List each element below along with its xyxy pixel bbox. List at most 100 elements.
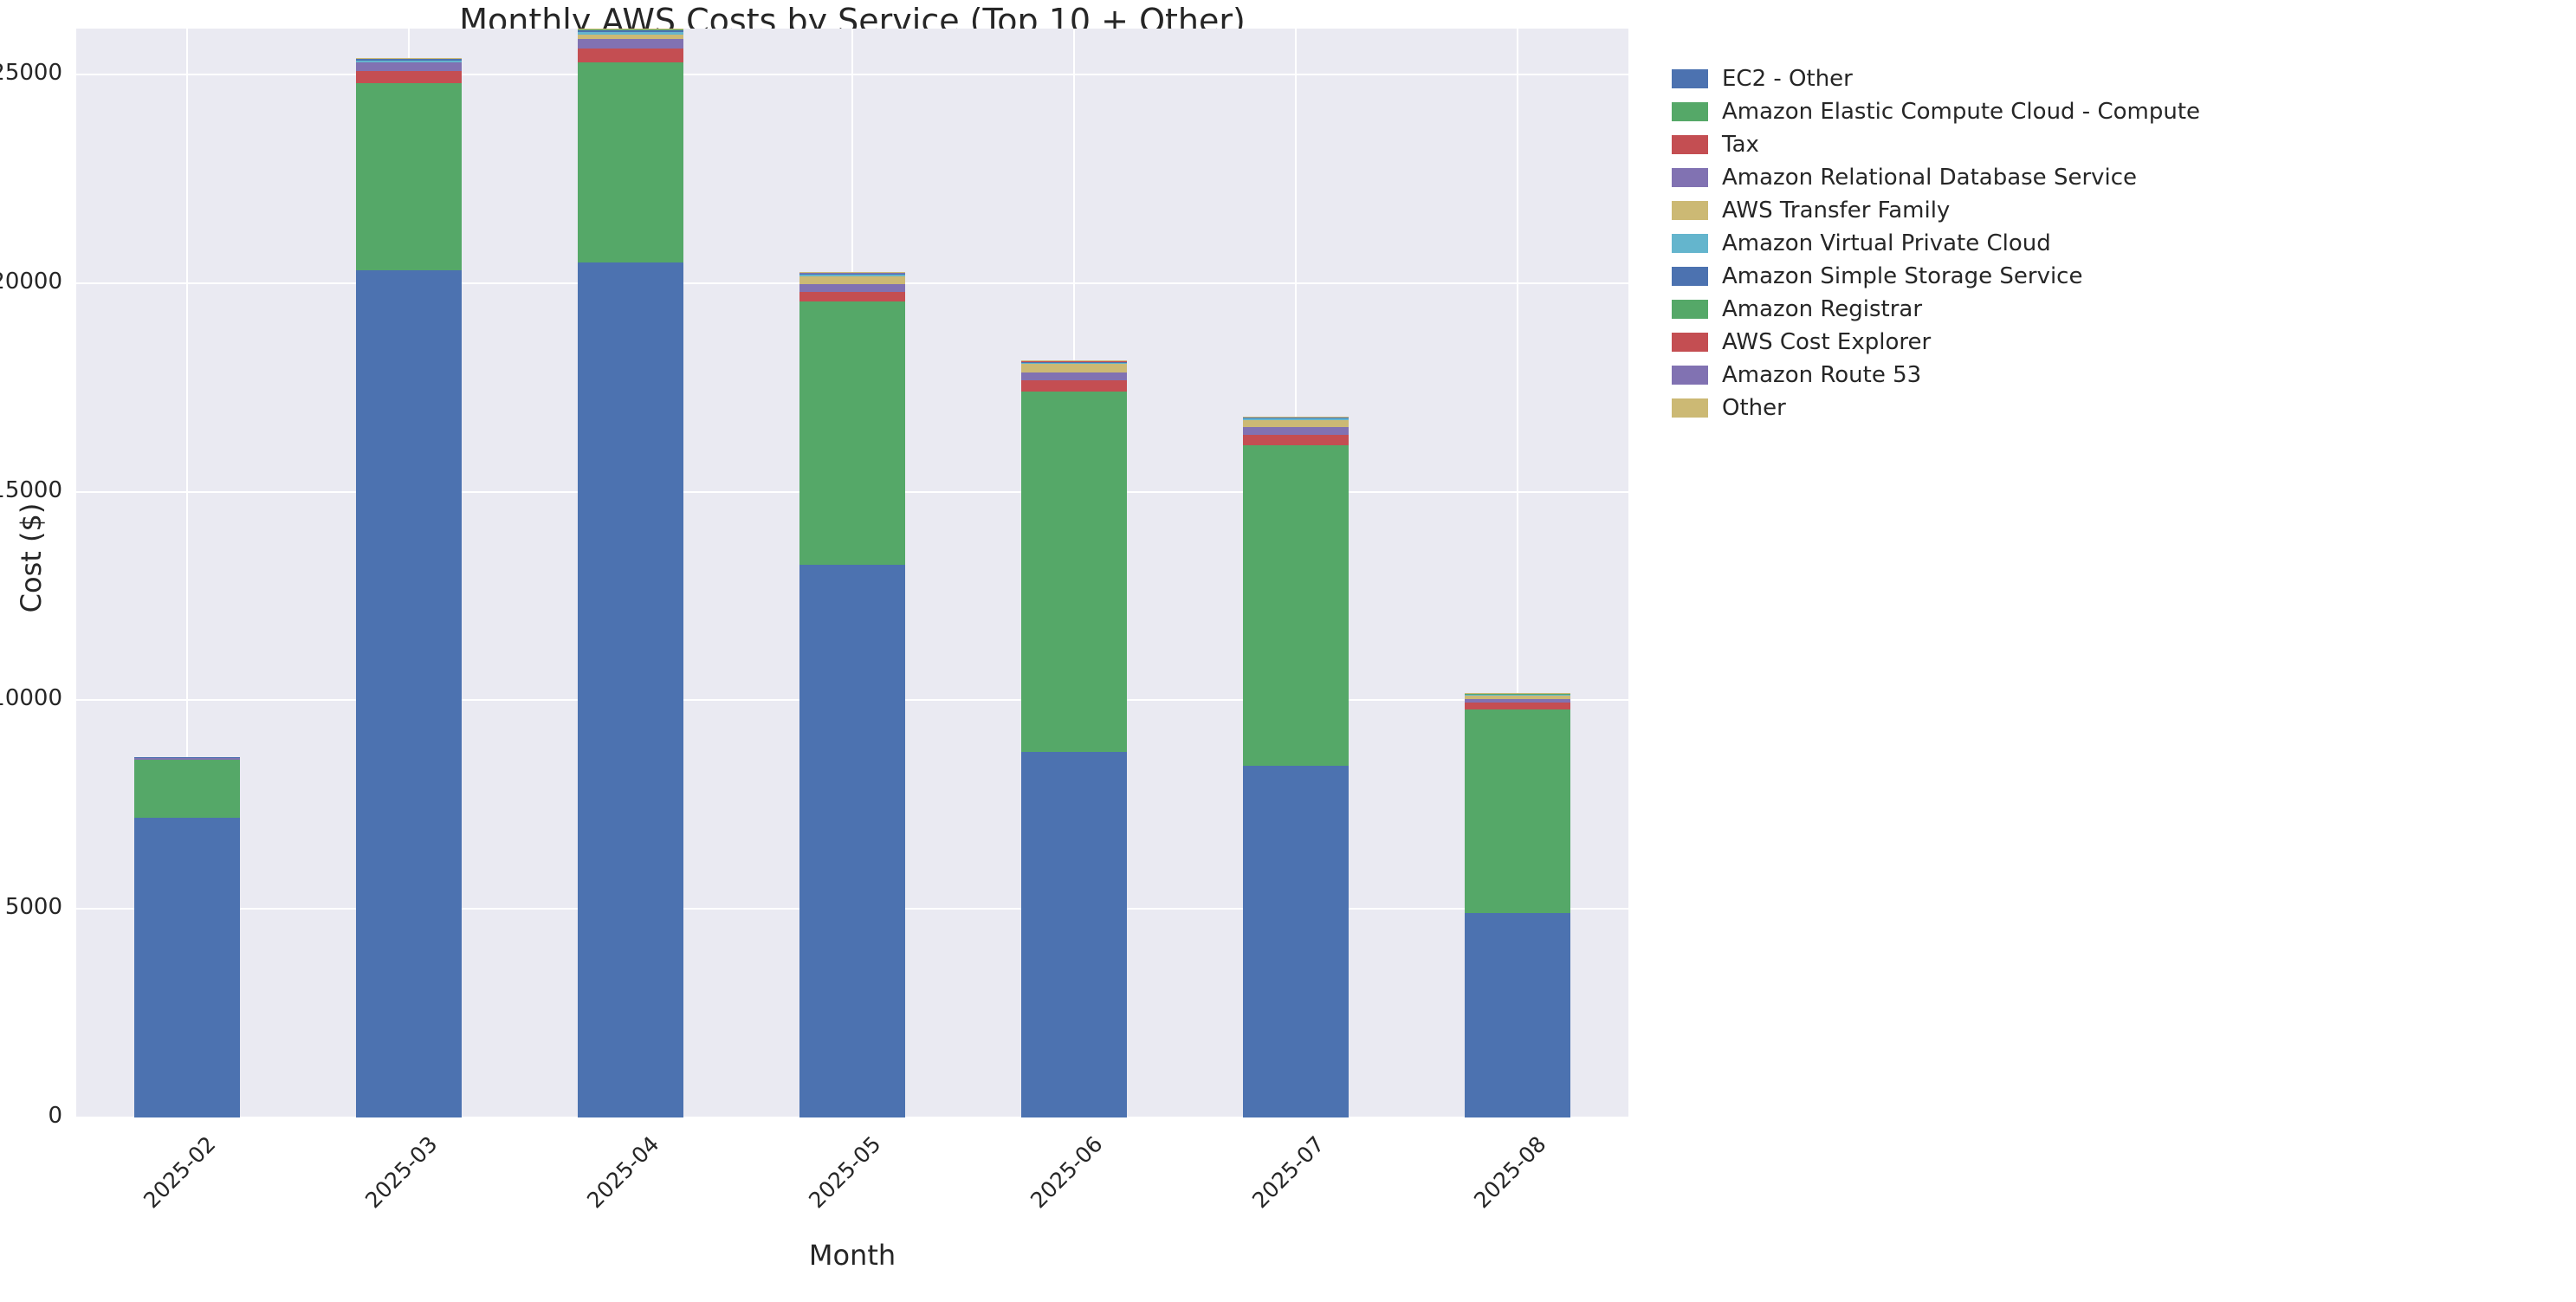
bar-segment[interactable]: [355, 70, 463, 83]
bar-segment[interactable]: [1242, 427, 1349, 435]
bar-segment[interactable]: [577, 34, 684, 39]
plot-area: [76, 29, 1628, 1117]
bar-segment[interactable]: [1020, 363, 1128, 365]
legend-item[interactable]: Amazon Simple Storage Service: [1672, 260, 2538, 293]
legend-item-label: Amazon Simple Storage Service: [1722, 263, 2083, 289]
y-axis-tick-label: 5000: [4, 894, 62, 921]
bar-segment[interactable]: [1464, 694, 1571, 696]
bar-segment[interactable]: [1464, 913, 1571, 1117]
bar-segment[interactable]: [1242, 766, 1349, 1117]
bar-segment[interactable]: [1242, 434, 1349, 445]
bar-segment[interactable]: [1020, 360, 1128, 361]
bar-segment[interactable]: [577, 32, 684, 35]
legend-swatch-icon: [1672, 234, 1708, 253]
y-axis-tick-label: 0: [48, 1103, 62, 1129]
bar-segment[interactable]: [1242, 418, 1349, 420]
bar-stack[interactable]: [1020, 29, 1128, 1117]
legend-swatch-icon: [1672, 366, 1708, 385]
legend-item-label: AWS Transfer Family: [1722, 198, 1951, 223]
plot-clip: [76, 29, 1628, 1117]
legend-swatch-icon: [1672, 102, 1708, 121]
bar-segment[interactable]: [799, 283, 906, 293]
y-axis-tick-label: 25000: [0, 59, 62, 86]
legend-item-label: Amazon Route 53: [1722, 362, 1922, 388]
bar-segment[interactable]: [577, 262, 684, 1117]
bar-segment[interactable]: [1464, 709, 1571, 914]
bar-segment[interactable]: [1464, 695, 1571, 699]
gridline-vertical: [1517, 29, 1518, 1117]
x-axis-tick-label: 2025-04: [582, 1131, 664, 1214]
x-axis-title: Month: [808, 1239, 896, 1272]
bar-segment[interactable]: [577, 38, 684, 49]
bar-segment[interactable]: [1242, 416, 1349, 418]
bar-segment[interactable]: [1020, 391, 1128, 753]
legend-item[interactable]: Amazon Relational Database Service: [1672, 161, 2538, 194]
x-axis-tick-label: 2025-07: [1247, 1131, 1330, 1214]
bar-stack[interactable]: [355, 29, 463, 1117]
legend-item-label: Amazon Elastic Compute Cloud - Compute: [1722, 99, 2201, 125]
bar-segment[interactable]: [355, 62, 463, 71]
legend-item[interactable]: Tax: [1672, 128, 2538, 161]
bar-segment[interactable]: [577, 29, 684, 33]
bar-segment[interactable]: [355, 82, 463, 271]
bar-segment[interactable]: [1464, 698, 1571, 703]
legend-item[interactable]: Other: [1672, 392, 2538, 424]
gridline-vertical: [186, 29, 188, 1117]
legend-item[interactable]: EC2 - Other: [1672, 62, 2538, 95]
bar-stack[interactable]: [1464, 29, 1571, 1117]
bar-segment[interactable]: [1464, 692, 1571, 694]
x-axis-tick-label: 2025-02: [139, 1131, 221, 1214]
legend-swatch-icon: [1672, 300, 1708, 319]
bar-stack[interactable]: [1242, 29, 1349, 1117]
legend-item-label: EC2 - Other: [1722, 66, 1853, 92]
y-axis-tick-label: 15000: [0, 476, 62, 503]
legend-item-label: Amazon Virtual Private Cloud: [1722, 230, 2051, 256]
bar-stack[interactable]: [577, 29, 684, 1117]
legend-item[interactable]: AWS Transfer Family: [1672, 194, 2538, 227]
bar-segment[interactable]: [799, 301, 906, 565]
legend-swatch-icon: [1672, 267, 1708, 286]
legend-item[interactable]: Amazon Route 53: [1672, 359, 2538, 392]
bar-segment[interactable]: [799, 273, 906, 275]
bar-segment[interactable]: [1020, 372, 1128, 380]
bar-segment[interactable]: [133, 759, 241, 819]
bar-segment[interactable]: [1242, 419, 1349, 428]
y-axis-title: Cost ($): [15, 502, 48, 613]
bar-segment[interactable]: [799, 272, 906, 274]
legend-swatch-icon: [1672, 135, 1708, 154]
legend-swatch-icon: [1672, 168, 1708, 187]
bar-segment[interactable]: [1020, 752, 1128, 1117]
bar-segment[interactable]: [1020, 379, 1128, 392]
bar-segment[interactable]: [799, 564, 906, 1117]
bar-segment[interactable]: [1464, 702, 1571, 710]
legend-item[interactable]: Amazon Registrar: [1672, 293, 2538, 326]
chart-legend: EC2 - Other Amazon Elastic Compute Cloud …: [1672, 62, 2538, 424]
legend-item[interactable]: AWS Cost Explorer: [1672, 326, 2538, 359]
x-axis-tick-label: 2025-03: [360, 1131, 443, 1214]
bar-segment[interactable]: [799, 292, 906, 302]
bar-segment[interactable]: [355, 58, 463, 61]
legend-item[interactable]: Amazon Elastic Compute Cloud - Compute: [1672, 95, 2538, 128]
bar-segment[interactable]: [355, 60, 463, 62]
bar-segment[interactable]: [355, 270, 463, 1117]
bar-segment[interactable]: [355, 57, 463, 59]
legend-swatch-icon: [1672, 69, 1708, 88]
legend-item-label: Amazon Relational Database Service: [1722, 165, 2138, 191]
bar-segment[interactable]: [133, 818, 241, 1117]
legend-swatch-icon: [1672, 398, 1708, 418]
bar-stack[interactable]: [133, 29, 241, 1117]
bar-segment[interactable]: [1020, 364, 1128, 372]
legend-item-label: AWS Cost Explorer: [1722, 329, 1932, 355]
bar-segment[interactable]: [133, 756, 241, 758]
bar-segment[interactable]: [133, 757, 241, 760]
bar-segment[interactable]: [577, 62, 684, 262]
bar-segment[interactable]: [577, 48, 684, 62]
bar-stack[interactable]: [799, 29, 906, 1117]
bar-segment[interactable]: [1020, 361, 1128, 363]
legend-item[interactable]: Amazon Virtual Private Cloud: [1672, 227, 2538, 260]
bar-segment[interactable]: [799, 274, 906, 277]
bar-segment[interactable]: [1242, 444, 1349, 767]
x-axis-tick-label: 2025-06: [1026, 1131, 1108, 1214]
bar-segment[interactable]: [799, 276, 906, 284]
legend-item-label: Other: [1722, 395, 1786, 421]
